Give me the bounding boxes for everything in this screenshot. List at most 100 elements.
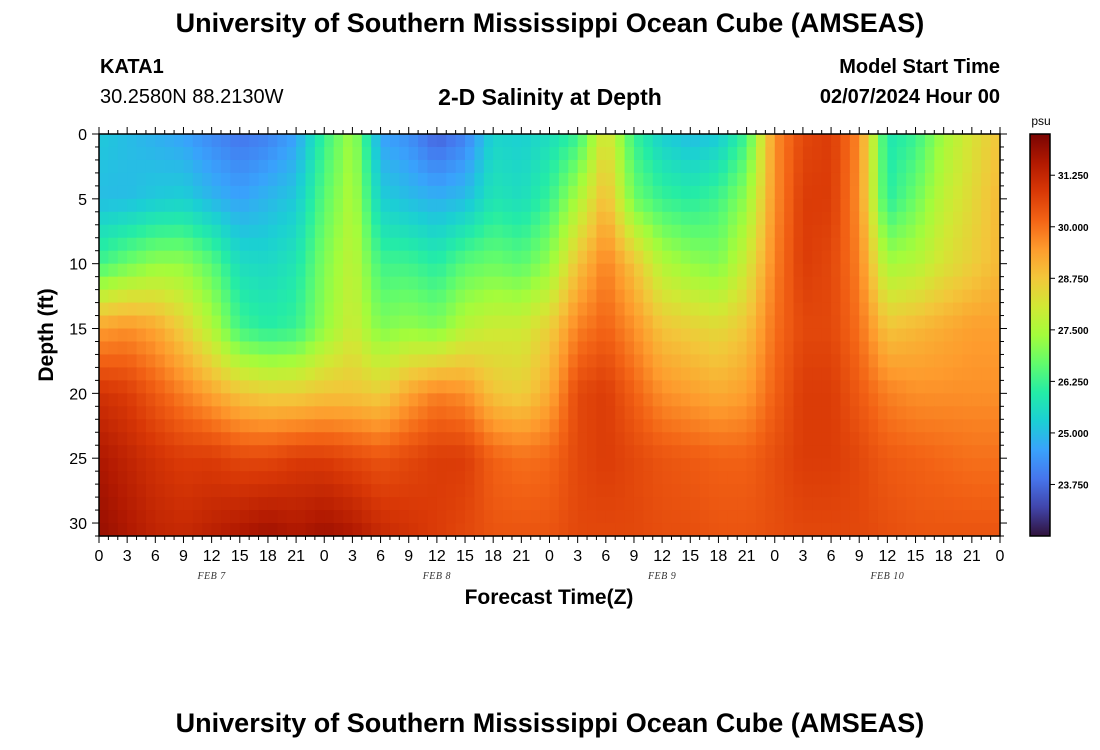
- heatmap-cell: [662, 224, 673, 239]
- heatmap-cell: [474, 146, 485, 161]
- heatmap-cell: [727, 458, 738, 472]
- heatmap-cell: [915, 276, 926, 291]
- heatmap-cell: [408, 302, 419, 317]
- heatmap-cell: [737, 497, 748, 511]
- heatmap-cell: [455, 354, 466, 369]
- heatmap-cell: [605, 419, 616, 433]
- heatmap-cell: [230, 289, 241, 304]
- heatmap-cell: [511, 445, 522, 459]
- heatmap-cell: [399, 471, 410, 485]
- heatmap-cell: [737, 341, 748, 356]
- heatmap-cell: [727, 354, 738, 369]
- heatmap-cell: [239, 172, 250, 187]
- heatmap-cell: [249, 445, 260, 459]
- heatmap-cell: [249, 159, 260, 174]
- heatmap-cell: [540, 471, 551, 485]
- heatmap-cell: [427, 134, 438, 148]
- heatmap-cell: [324, 341, 335, 356]
- x-tick-label: 9: [404, 548, 413, 565]
- heatmap-cell: [812, 354, 823, 369]
- heatmap-cell: [183, 354, 194, 369]
- x-tick-label: 15: [231, 548, 249, 565]
- heatmap-cell: [192, 146, 203, 161]
- heatmap-cell: [380, 172, 391, 187]
- heatmap-cell: [145, 367, 156, 381]
- heatmap-cell: [465, 458, 476, 472]
- heatmap-cell: [962, 211, 973, 226]
- heatmap-cell: [99, 302, 109, 317]
- heatmap-cell: [305, 250, 316, 265]
- heatmap-cell: [361, 159, 372, 174]
- heatmap-cell: [859, 419, 870, 433]
- heatmap-cell: [859, 146, 870, 161]
- heatmap-cell: [680, 354, 691, 369]
- heatmap-cell: [549, 484, 560, 498]
- heatmap-cell: [230, 510, 241, 524]
- heatmap-cell: [802, 380, 813, 394]
- heatmap-cell: [718, 159, 729, 174]
- heatmap-cell: [943, 393, 954, 407]
- heatmap-cell: [981, 367, 992, 381]
- heatmap-cell: [906, 484, 917, 498]
- heatmap-cell: [849, 302, 860, 317]
- heatmap-cell: [718, 289, 729, 304]
- heatmap-cell: [117, 523, 128, 537]
- heatmap-cell: [990, 134, 1001, 148]
- heatmap-cell: [587, 185, 598, 200]
- heatmap-cell: [286, 471, 297, 485]
- heatmap-cell: [859, 263, 870, 278]
- heatmap-cell: [333, 406, 344, 420]
- heatmap-cell: [765, 419, 776, 433]
- heatmap-cell: [943, 458, 954, 472]
- heatmap-cell: [727, 302, 738, 317]
- heatmap-cell: [699, 302, 710, 317]
- heatmap-cell: [371, 406, 382, 420]
- heatmap-cell: [258, 289, 269, 304]
- x-tick-label: 9: [179, 548, 188, 565]
- heatmap-cell: [718, 471, 729, 485]
- heatmap-cell: [877, 328, 888, 343]
- heatmap-cell: [192, 328, 203, 343]
- heatmap-cell: [953, 134, 964, 148]
- heatmap-cell: [155, 393, 166, 407]
- heatmap-cell: [962, 198, 973, 213]
- heatmap-cell: [145, 289, 156, 304]
- heatmap-cell: [127, 224, 138, 239]
- heatmap-cell: [408, 237, 419, 252]
- heatmap-cell: [755, 237, 766, 252]
- heatmap-cell: [324, 445, 335, 459]
- heatmap-cell: [127, 289, 138, 304]
- heatmap-cell: [258, 315, 269, 330]
- heatmap-cell: [183, 315, 194, 330]
- heatmap-cell: [558, 237, 569, 252]
- heatmap-cell: [164, 445, 175, 459]
- heatmap-cell: [145, 497, 156, 511]
- heatmap-cell: [418, 315, 429, 330]
- heatmap-cell: [587, 406, 598, 420]
- heatmap-cell: [568, 276, 579, 291]
- heatmap-cell: [624, 419, 635, 433]
- heatmap-cell: [802, 289, 813, 304]
- heatmap-cell: [371, 211, 382, 226]
- heatmap-cell: [483, 328, 494, 343]
- heatmap-cell: [943, 510, 954, 524]
- heatmap-cell: [267, 354, 278, 369]
- heatmap-cell: [258, 302, 269, 317]
- heatmap-cell: [474, 510, 485, 524]
- heatmap-cell: [239, 432, 250, 446]
- heatmap-cell: [183, 393, 194, 407]
- heatmap-cell: [709, 484, 720, 498]
- heatmap-cell: [136, 198, 147, 213]
- heatmap-cell: [230, 159, 241, 174]
- heatmap-cell: [849, 185, 860, 200]
- heatmap-cell: [709, 458, 720, 472]
- heatmap-cell: [108, 276, 119, 291]
- heatmap-cell: [577, 419, 588, 433]
- heatmap-cell: [305, 471, 316, 485]
- heatmap-cell: [746, 224, 757, 239]
- heatmap-cell: [577, 497, 588, 511]
- heatmap-cell: [371, 484, 382, 498]
- heatmap-cell: [662, 250, 673, 265]
- heatmap-cell: [127, 315, 138, 330]
- heatmap-cell: [145, 471, 156, 485]
